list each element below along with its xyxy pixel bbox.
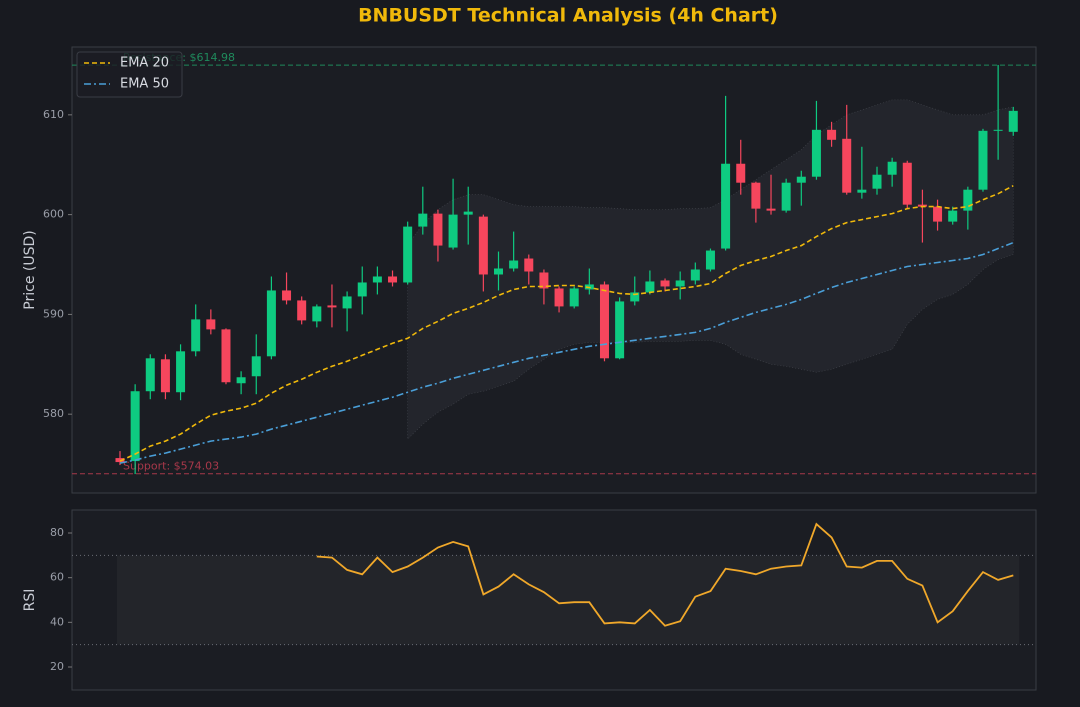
candle-body bbox=[615, 301, 625, 359]
candle-body bbox=[388, 276, 398, 283]
candle-body bbox=[887, 161, 897, 175]
legend-label: EMA 50 bbox=[120, 77, 169, 92]
level-label: Support: $574.03 bbox=[123, 460, 219, 473]
candle-body bbox=[236, 377, 246, 384]
candle-body bbox=[357, 282, 367, 297]
candle-body bbox=[721, 163, 731, 249]
candle-body bbox=[463, 211, 473, 215]
candle-body bbox=[403, 226, 413, 283]
plot-area bbox=[71, 46, 1037, 494]
candle-body bbox=[917, 204, 927, 207]
candle-body bbox=[494, 268, 503, 275]
series-line bbox=[119, 184, 1014, 462]
candle-body bbox=[509, 260, 519, 269]
y-tick-label: 600 bbox=[43, 208, 64, 221]
candle-body bbox=[842, 138, 852, 193]
candle-body bbox=[539, 272, 549, 289]
candle-body bbox=[266, 290, 276, 357]
candle-body bbox=[963, 189, 973, 211]
candle-body bbox=[857, 189, 867, 193]
series-line bbox=[119, 241, 1014, 464]
candle-body bbox=[176, 351, 186, 393]
legend-label: EMA 20 bbox=[120, 56, 169, 71]
candle-body bbox=[978, 130, 988, 190]
candle-body bbox=[675, 280, 685, 287]
candle-body bbox=[690, 269, 700, 281]
candle-body bbox=[751, 182, 761, 209]
candle-body bbox=[902, 162, 912, 205]
candle-body bbox=[297, 300, 307, 321]
chart-title: BNBUSDT Technical Analysis (4h Chart) bbox=[358, 5, 778, 27]
candle-body bbox=[160, 359, 170, 393]
y-tick-label: 590 bbox=[43, 307, 64, 320]
candle-body bbox=[191, 319, 201, 352]
series-line bbox=[316, 522, 1014, 627]
candle-body bbox=[115, 458, 125, 463]
neutral-zone bbox=[117, 555, 1020, 645]
candle-body bbox=[599, 284, 609, 359]
y-axis-label: RSI bbox=[22, 589, 38, 612]
candle-body bbox=[630, 292, 640, 302]
y-tick-label: 20 bbox=[50, 660, 64, 673]
candle-body bbox=[827, 129, 837, 140]
candle-body bbox=[705, 250, 715, 270]
y-tick-label: 60 bbox=[50, 571, 64, 584]
candle-body bbox=[251, 356, 261, 377]
candle-body bbox=[569, 288, 579, 307]
y-tick-label: 580 bbox=[43, 407, 64, 420]
candle-body bbox=[282, 290, 292, 301]
candle-body bbox=[372, 276, 382, 283]
candle-body bbox=[145, 358, 155, 392]
candle-body bbox=[811, 129, 821, 177]
y-tick-label: 80 bbox=[50, 526, 64, 539]
candle-body bbox=[766, 208, 776, 211]
candle-body bbox=[933, 206, 943, 222]
candle-body bbox=[433, 213, 443, 246]
candle-body bbox=[448, 214, 458, 248]
candle-body bbox=[221, 329, 231, 383]
candle-body bbox=[1008, 110, 1018, 132]
candle-body bbox=[781, 182, 791, 211]
candle-body bbox=[327, 305, 337, 308]
candle-body bbox=[660, 280, 670, 287]
y-axis-label: Price (USD) bbox=[22, 230, 38, 309]
candle-body bbox=[872, 174, 882, 189]
candle-body bbox=[645, 281, 655, 293]
y-tick-label: 40 bbox=[50, 615, 64, 628]
candle-body bbox=[130, 391, 140, 462]
candle-body bbox=[206, 319, 216, 330]
candle-body bbox=[554, 288, 564, 307]
y-tick-label: 610 bbox=[43, 108, 64, 121]
candle-body bbox=[948, 210, 958, 222]
candle-body bbox=[796, 176, 806, 183]
candle-body bbox=[342, 296, 352, 309]
candle-body bbox=[524, 258, 534, 272]
candle-body bbox=[993, 129, 1003, 131]
candle-body bbox=[736, 163, 746, 183]
candle-body bbox=[312, 306, 322, 322]
candle-body bbox=[418, 213, 428, 227]
candle-body bbox=[478, 216, 488, 275]
